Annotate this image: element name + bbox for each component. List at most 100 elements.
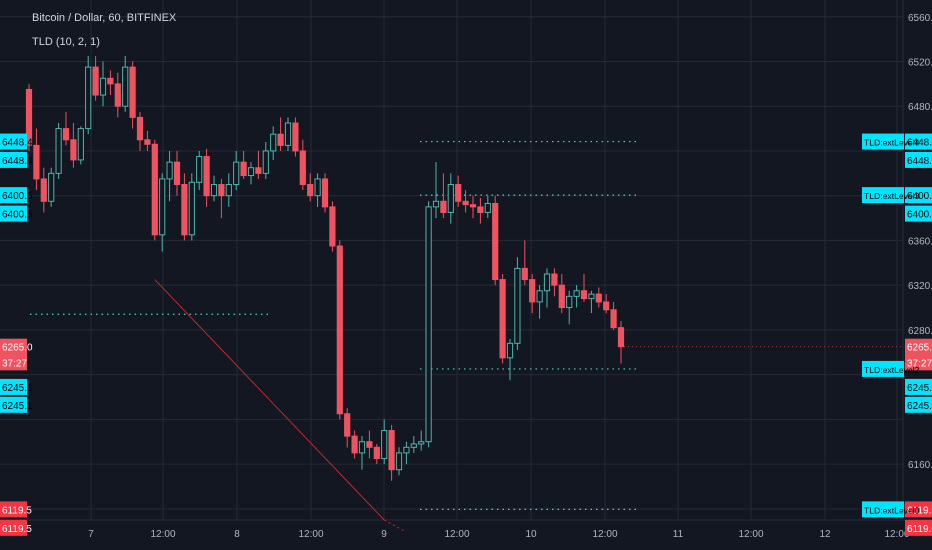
left-price-tag-box — [0, 519, 27, 536]
x-tick-label: 12:00 — [738, 529, 763, 540]
x-tick-label: 10 — [525, 529, 537, 540]
candle-body — [321, 178, 329, 208]
candle-body — [129, 66, 136, 118]
x-tick-label: 12:00 — [444, 529, 469, 540]
price-tag-box — [905, 501, 932, 518]
price-tag-label: 6448.4 — [907, 156, 932, 167]
candle-body — [477, 206, 484, 213]
candle-body — [307, 184, 314, 197]
candle-body — [33, 144, 40, 180]
y-tick-label: 6160.0 — [908, 460, 932, 471]
candle-body — [277, 133, 284, 146]
candle-body — [188, 181, 195, 236]
candle-body — [225, 184, 232, 197]
candle-body — [440, 200, 447, 213]
candle-body — [580, 290, 588, 300]
candle-body — [299, 150, 306, 186]
price-tag-box — [905, 338, 932, 355]
candle-body — [425, 206, 432, 443]
candle-body — [499, 279, 506, 359]
candle-body — [48, 172, 55, 202]
trend-line-extension — [383, 519, 407, 533]
price-tag-box — [905, 354, 932, 371]
candle-body — [122, 66, 129, 107]
candle-body — [610, 309, 617, 329]
left-price-tag-label: 6119.5 — [2, 524, 32, 535]
candle-body — [40, 178, 47, 202]
candle-body — [358, 441, 366, 454]
candle-body — [85, 66, 92, 130]
ext-level-tag-label: TLD:extLevel3 — [864, 191, 920, 201]
candle-body — [92, 66, 99, 96]
left-price-tag-box — [0, 501, 27, 518]
x-tick-label: 9 — [381, 529, 387, 540]
candle-body — [432, 200, 440, 208]
price-tag-label: 6119.5 — [907, 524, 932, 535]
left-price-tag-box — [0, 378, 27, 395]
candle-body — [284, 122, 292, 146]
candle-body — [351, 435, 358, 454]
price-tag-label: 6400.5 — [907, 210, 932, 221]
symbol-legend: Bitcoin / Dollar, 60, BITFINEX — [32, 12, 177, 24]
candle-body — [403, 446, 410, 454]
candle-body — [262, 150, 269, 174]
candle-body — [506, 342, 514, 359]
candle-body — [270, 133, 277, 152]
price-tag-label: 6400.5 — [907, 191, 932, 202]
y-tick-label: 6360.0 — [908, 236, 932, 247]
candle-body — [395, 452, 403, 471]
price-tag-label: 6119.5 — [907, 505, 932, 516]
candle-body — [336, 245, 343, 415]
candle-body — [255, 167, 262, 174]
x-tick-label: 7 — [88, 529, 94, 540]
left-price-tag-label: 6245.1 — [2, 401, 33, 412]
y-tick-label: 6320.0 — [908, 281, 932, 292]
candle-body — [462, 200, 469, 206]
price-tag-label: 37:27 — [907, 358, 932, 369]
ext-level-tag-box — [862, 360, 904, 377]
candle-body — [588, 293, 595, 300]
ext-level-tag-box — [862, 187, 904, 204]
candle-body — [62, 128, 70, 141]
price-tag-box — [905, 205, 932, 222]
candle-body — [25, 88, 33, 146]
candle-body — [484, 203, 491, 213]
candle-body — [558, 284, 565, 309]
left-price-tag-label: 6448.4 — [2, 156, 33, 167]
ext-level-tag-box — [862, 501, 904, 518]
candle-body — [551, 273, 558, 286]
ext-level-tag-label: TLD:extLevel4 — [864, 138, 920, 148]
candle-body — [55, 128, 62, 174]
candle-body — [114, 83, 121, 107]
ext-level-tag-box — [862, 133, 904, 150]
indicator-legend: TLD (10, 2, 1) — [32, 36, 100, 48]
candle-body — [455, 184, 462, 202]
candle-body — [247, 167, 255, 177]
candle-body — [173, 161, 181, 186]
candle-body — [99, 77, 107, 96]
candle-body — [203, 156, 210, 197]
candle-body — [329, 206, 336, 247]
candle-body — [410, 443, 417, 448]
ext-level-tag-label: TLD:extLevel0 — [864, 505, 920, 515]
candle-body — [218, 184, 225, 197]
y-tick-label: 6280.0 — [908, 326, 932, 337]
candle-body — [373, 446, 380, 459]
trend-line — [154, 279, 385, 521]
candle-body — [521, 267, 528, 281]
price-tag-box — [905, 396, 932, 413]
candle-body — [210, 184, 218, 197]
left-price-tag-box — [0, 133, 27, 150]
ext-level-tag-label: TLD:extLevel2 — [864, 365, 920, 375]
candle-body — [240, 161, 247, 177]
x-tick-label: 12:00 — [884, 529, 909, 540]
price-tag-label: 6245.1 — [907, 401, 932, 412]
candle-body — [603, 301, 610, 311]
left-price-tag-box — [0, 151, 27, 168]
candle-body — [77, 128, 84, 161]
x-tick-label: 12:00 — [298, 529, 323, 540]
y-tick-label: 6560.0 — [908, 13, 932, 24]
candle-body — [166, 161, 173, 180]
